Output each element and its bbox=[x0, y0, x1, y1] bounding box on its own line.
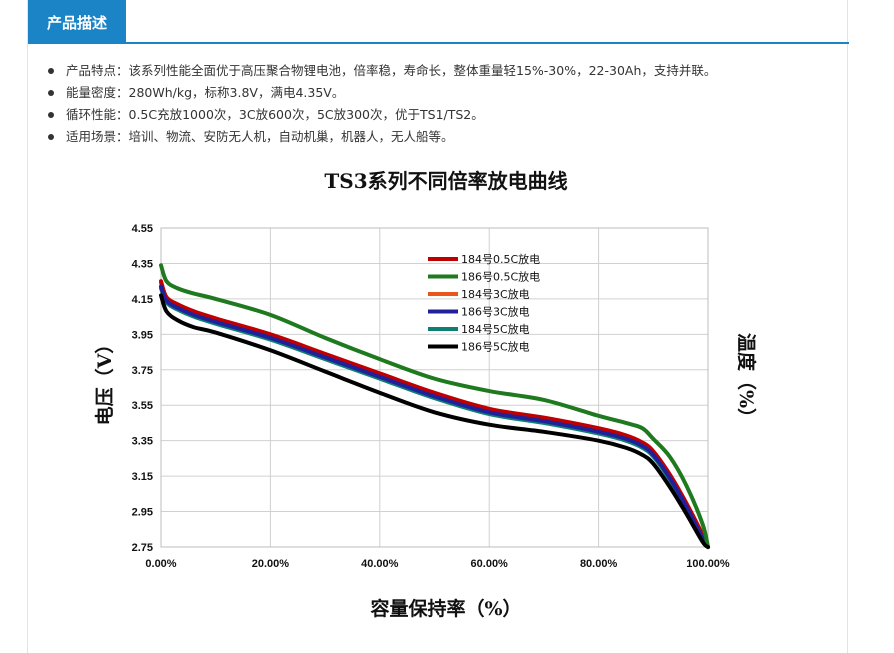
feature-text: 循环性能：0.5C充放1000次，3C放600次，5C放300次，优于TS1/T… bbox=[66, 107, 484, 122]
bullet-icon bbox=[48, 112, 54, 118]
tab-bar: 产品描述 bbox=[28, 0, 849, 44]
feature-item: 产品特点：该系列性能全面优于高压聚合物锂电池，倍率稳，寿命长，整体重量轻15%-… bbox=[44, 60, 716, 82]
feature-list: 产品特点：该系列性能全面优于高压聚合物锂电池，倍率稳，寿命长，整体重量轻15%-… bbox=[44, 60, 716, 148]
bullet-icon bbox=[48, 68, 54, 74]
tab-product-description[interactable]: 产品描述 bbox=[28, 0, 126, 44]
feature-text: 适用场景：培训、物流、安防无人机，自动机巢，机器人，无人船等。 bbox=[66, 129, 454, 144]
feature-item: 循环性能：0.5C充放1000次，3C放600次，5C放300次，优于TS1/T… bbox=[44, 104, 716, 126]
feature-text: 能量密度：280Wh/kg，标称3.8V，满电4.35V。 bbox=[66, 85, 345, 100]
product-panel: 产品描述 产品特点：该系列性能全面优于高压聚合物锂电池，倍率稳，寿命长，整体重量… bbox=[27, 0, 849, 653]
feature-item: 适用场景：培训、物流、安防无人机，自动机巢，机器人，无人船等。 bbox=[44, 126, 716, 148]
bullet-icon bbox=[48, 90, 54, 96]
bullet-icon bbox=[48, 134, 54, 140]
feature-text: 产品特点：该系列性能全面优于高压聚合物锂电池，倍率稳，寿命长，整体重量轻15%-… bbox=[66, 63, 717, 78]
feature-item: 能量密度：280Wh/kg，标称3.8V，满电4.35V。 bbox=[44, 82, 716, 104]
